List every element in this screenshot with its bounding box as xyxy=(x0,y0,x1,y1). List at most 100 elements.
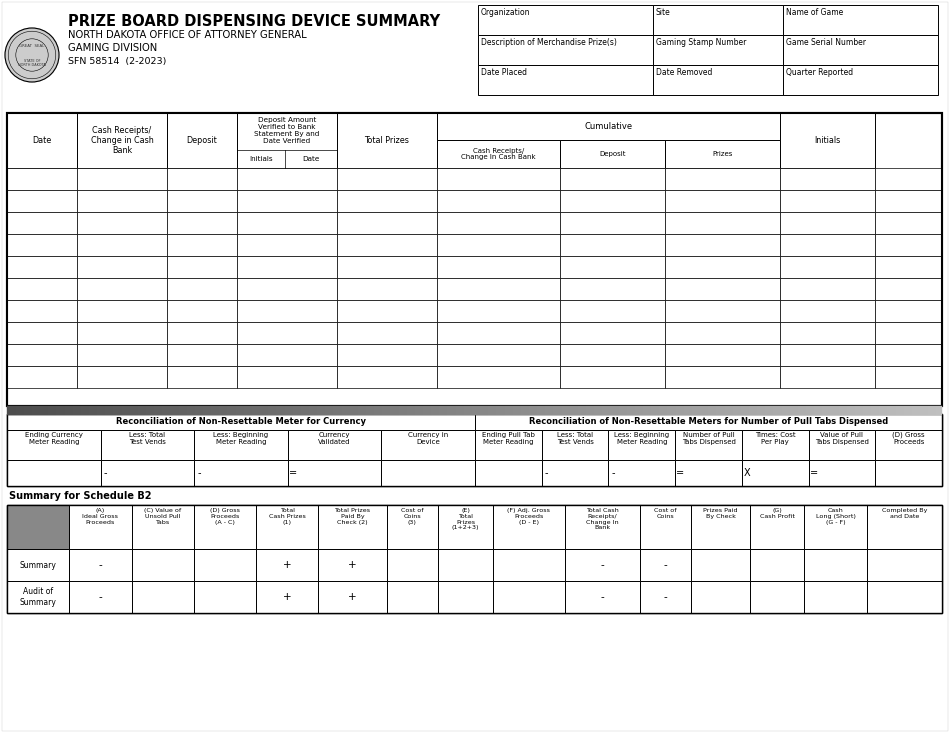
Bar xyxy=(167,366,237,388)
Bar xyxy=(875,322,942,344)
Bar xyxy=(691,581,750,613)
Text: (G)
Cash Profit: (G) Cash Profit xyxy=(760,508,795,519)
Bar xyxy=(608,460,675,486)
Text: +: + xyxy=(283,560,292,570)
Bar xyxy=(560,168,665,190)
Text: Currency in
Device: Currency in Device xyxy=(408,432,448,445)
Bar xyxy=(478,65,653,95)
Bar xyxy=(478,35,653,65)
Bar xyxy=(77,212,167,234)
Bar xyxy=(560,344,665,366)
Bar xyxy=(194,581,256,613)
Text: Description of Merchandise Prize(s): Description of Merchandise Prize(s) xyxy=(481,38,617,47)
Text: +: + xyxy=(348,592,356,602)
Text: -: - xyxy=(612,468,616,478)
Bar xyxy=(69,549,131,581)
Bar xyxy=(7,300,77,322)
Bar xyxy=(167,234,237,256)
Bar xyxy=(866,505,942,549)
Bar xyxy=(237,212,337,234)
Bar xyxy=(237,234,337,256)
Bar xyxy=(337,278,437,300)
Bar xyxy=(875,190,942,212)
Bar xyxy=(665,300,780,322)
Bar xyxy=(665,366,780,388)
Text: Deposit Amount
Verified to Bank
Statement By and
Date Verified: Deposit Amount Verified to Bank Statemen… xyxy=(255,117,320,144)
Bar xyxy=(237,322,337,344)
Text: SFN 58514  (2-2023): SFN 58514 (2-2023) xyxy=(68,57,166,66)
Text: -: - xyxy=(198,468,201,478)
Text: Total Prizes: Total Prizes xyxy=(365,136,409,145)
Bar xyxy=(780,168,875,190)
Bar xyxy=(69,581,131,613)
Bar xyxy=(77,344,167,366)
Bar xyxy=(875,278,942,300)
Text: Date: Date xyxy=(302,156,320,162)
Bar xyxy=(237,344,337,366)
Bar xyxy=(237,256,337,278)
Bar xyxy=(560,234,665,256)
Bar xyxy=(478,5,653,35)
Bar xyxy=(101,460,194,486)
Bar xyxy=(665,212,780,234)
Text: GREAT  SEAL: GREAT SEAL xyxy=(19,44,45,48)
Bar xyxy=(7,234,77,256)
Bar xyxy=(237,168,337,190)
Bar xyxy=(387,549,438,581)
Bar xyxy=(194,505,256,549)
Bar xyxy=(237,278,337,300)
Bar xyxy=(337,300,437,322)
Bar xyxy=(167,168,237,190)
Bar xyxy=(337,113,437,168)
Text: (D) Gross
Proceeds
(A - C): (D) Gross Proceeds (A - C) xyxy=(210,508,240,525)
Bar xyxy=(7,256,77,278)
Bar xyxy=(7,322,77,344)
Bar xyxy=(640,581,691,613)
Text: Organization: Organization xyxy=(481,8,530,17)
Bar xyxy=(665,322,780,344)
Bar xyxy=(337,366,437,388)
Bar xyxy=(437,212,560,234)
Text: =: = xyxy=(809,468,818,478)
Bar xyxy=(131,581,194,613)
Text: -: - xyxy=(600,592,604,602)
Bar xyxy=(131,505,194,549)
Text: Initials: Initials xyxy=(249,156,273,162)
Bar xyxy=(437,366,560,388)
Bar xyxy=(77,113,167,168)
Bar xyxy=(780,300,875,322)
Bar xyxy=(560,366,665,388)
Bar xyxy=(875,168,942,190)
Text: Date Placed: Date Placed xyxy=(481,68,527,77)
Text: Summary for Schedule B2: Summary for Schedule B2 xyxy=(9,491,151,501)
Bar xyxy=(493,549,565,581)
Bar xyxy=(194,460,288,486)
Text: Prizes Paid
By Check: Prizes Paid By Check xyxy=(703,508,738,519)
Text: (C) Value of
Unsold Pull
Tabs: (C) Value of Unsold Pull Tabs xyxy=(144,508,181,525)
Bar xyxy=(875,256,942,278)
Bar xyxy=(256,581,318,613)
Text: Number of Pull
Tabs Dispensed: Number of Pull Tabs Dispensed xyxy=(681,432,735,445)
Text: (D) Gross
Proceeds: (D) Gross Proceeds xyxy=(892,432,925,446)
Bar xyxy=(7,113,77,168)
Bar xyxy=(665,234,780,256)
Bar xyxy=(565,549,640,581)
Bar xyxy=(237,366,337,388)
Text: Gaming Stamp Number: Gaming Stamp Number xyxy=(656,38,747,47)
Bar xyxy=(675,430,742,460)
Bar xyxy=(7,549,69,581)
Text: NORTH DAKOTA OFFICE OF ATTORNEY GENERAL: NORTH DAKOTA OFFICE OF ATTORNEY GENERAL xyxy=(68,30,307,40)
Bar xyxy=(560,212,665,234)
Bar xyxy=(653,35,783,65)
Text: Audit of
Summary: Audit of Summary xyxy=(20,587,57,607)
Bar xyxy=(288,430,381,460)
Text: Reconciliation of Non-Resettable Meter for Currency: Reconciliation of Non-Resettable Meter f… xyxy=(116,418,366,427)
Bar xyxy=(493,505,565,549)
Bar xyxy=(7,113,942,406)
Bar xyxy=(437,322,560,344)
Bar xyxy=(7,278,77,300)
Bar xyxy=(7,113,942,406)
Bar xyxy=(438,549,493,581)
Bar xyxy=(387,581,438,613)
Bar xyxy=(750,581,805,613)
